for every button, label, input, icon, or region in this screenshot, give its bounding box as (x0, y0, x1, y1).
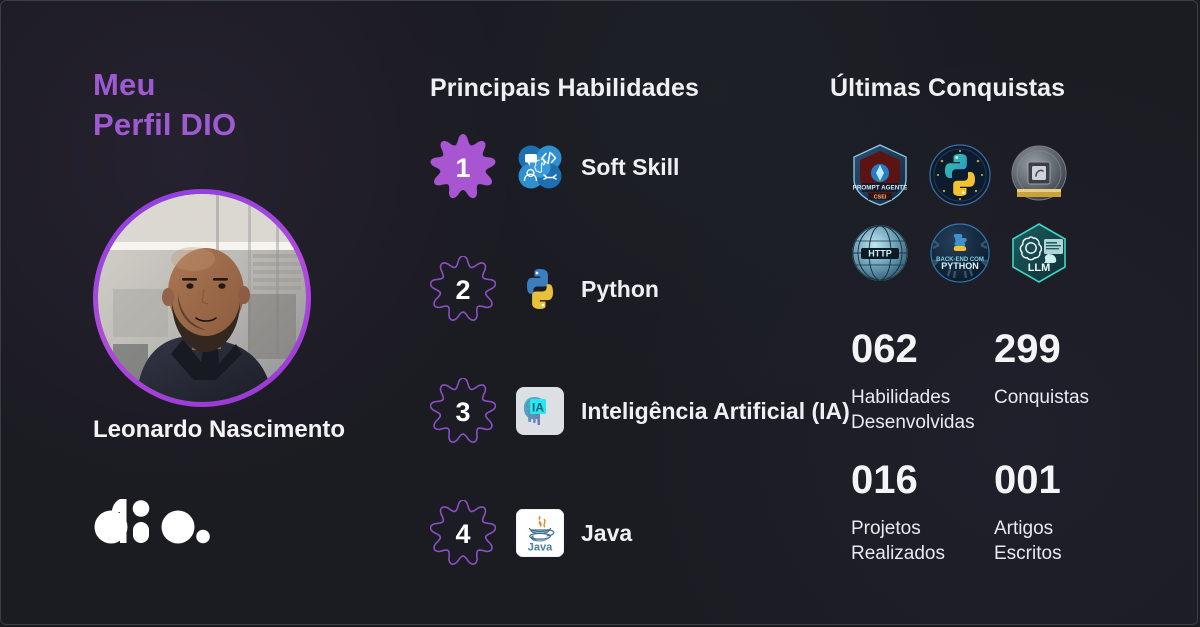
svg-text:IA: IA (532, 401, 544, 415)
svg-text:4: 4 (455, 519, 470, 549)
svg-text:Java: Java (528, 542, 553, 554)
svg-text:HTTP: HTTP (868, 249, 892, 259)
svg-text:LLM: LLM (1028, 262, 1051, 274)
svg-text:2: 2 (455, 275, 470, 305)
svg-text:CSEI: CSEI (874, 194, 887, 200)
svg-text:PYTHON: PYTHON (941, 261, 979, 271)
svg-text:3: 3 (455, 397, 470, 427)
svg-text:1: 1 (455, 153, 470, 183)
svg-text:PROMPT AGENTE: PROMPT AGENTE (853, 185, 908, 192)
